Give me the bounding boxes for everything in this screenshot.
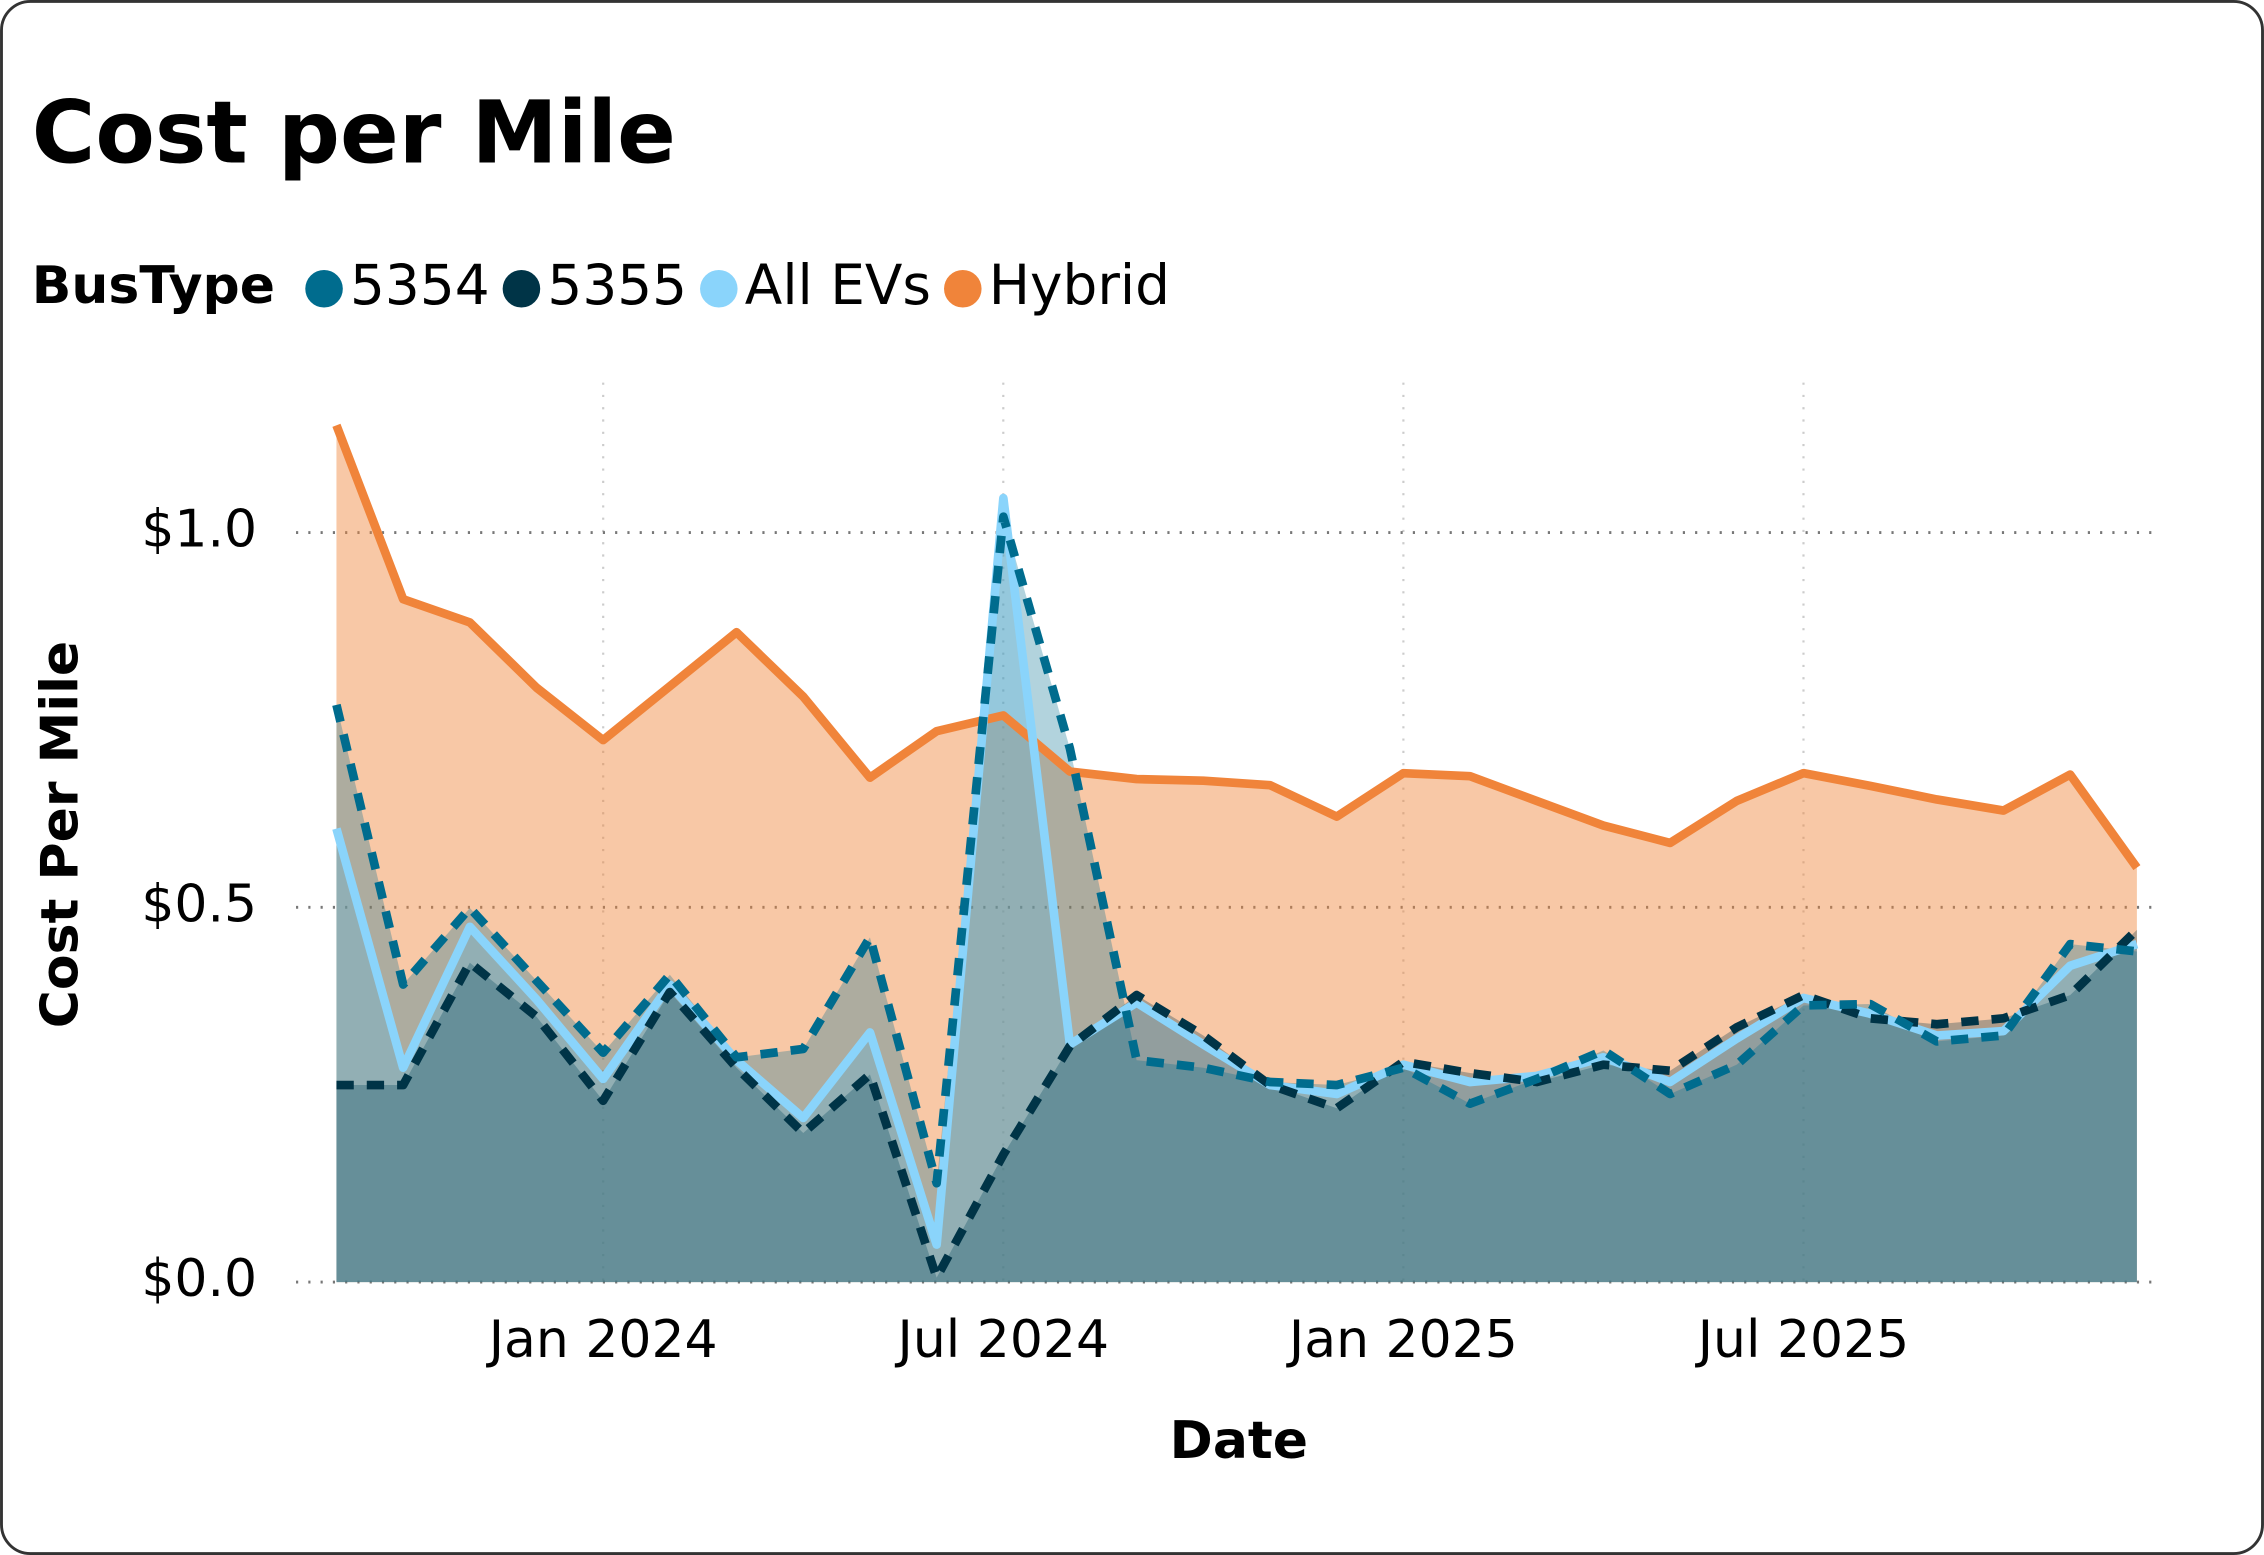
legend-label: 5355	[547, 253, 687, 317]
x-axis-label: Date	[1170, 1411, 1308, 1471]
plot: Jan 2024 Jul 2024 Jan 2025 Jul 2025 $0.0 $0.5…	[141, 382, 2159, 1370]
line	[332, 512, 2138, 1188]
legend-marker	[700, 269, 738, 308]
y-tick-label: $0.0	[141, 1249, 257, 1309]
x-tick-label: Jan 2025	[1286, 1310, 1518, 1370]
legend-title: BusType	[32, 256, 275, 316]
legend-marker	[502, 269, 541, 308]
chart-title: Cost per Mile	[32, 84, 676, 184]
legend-label: 5354	[350, 253, 490, 317]
x-tick-label: Jul 2024	[895, 1310, 1109, 1370]
legend-marker	[305, 269, 343, 308]
x-tick-label: Jul 2025	[1695, 1310, 1909, 1370]
line	[336, 926, 2140, 1282]
legend-marker	[944, 269, 982, 308]
x-tick-label: Jan 2024	[486, 1310, 718, 1370]
area	[336, 929, 2137, 1283]
legend-label: All EVs	[745, 253, 931, 317]
y-tick-label: $0.5	[141, 874, 257, 934]
legend-label: Hybrid	[989, 253, 1170, 317]
y-axis-label: Cost Per Mile	[31, 641, 91, 1028]
y-tick-label: $1.0	[141, 500, 257, 560]
line	[332, 423, 2141, 871]
